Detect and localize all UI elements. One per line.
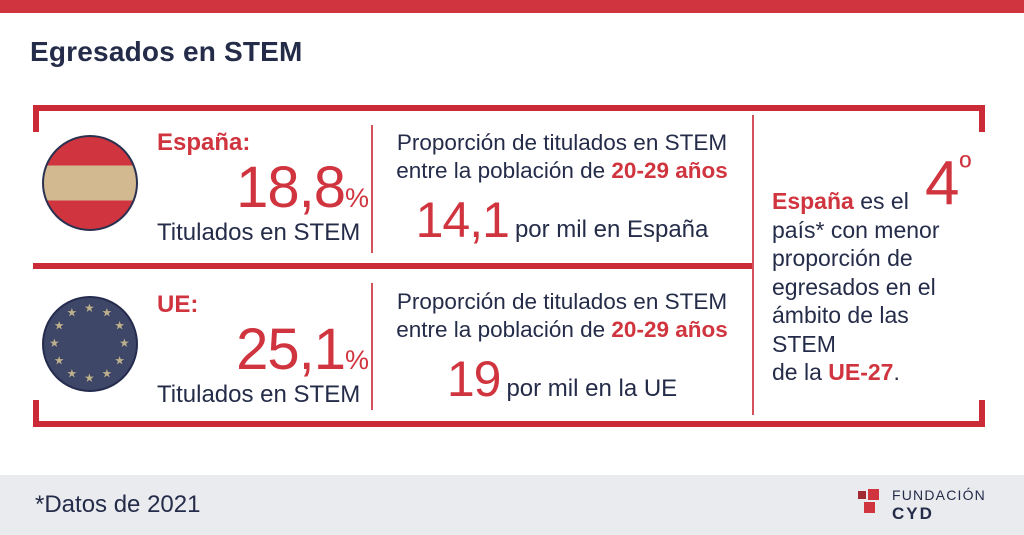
eu-label: UE: [157, 291, 199, 318]
column-divider [752, 115, 754, 415]
spain-pct-caption: Titulados en STEM [157, 219, 361, 246]
fundacion-cyd-logo: FUNDACIÓN CYD [857, 487, 986, 524]
logo-line1: FUNDACIÓN [891, 487, 986, 503]
desc-line2: entre la población de [396, 317, 612, 342]
panel-corner-top-right [979, 105, 985, 132]
eu-pct-value: 25,1% [157, 321, 369, 379]
eu-flag-icon: ★ ★ ★ ★ ★ ★ ★ ★ ★ ★ ★ ★ [42, 296, 138, 392]
panel-corner-top-left [33, 105, 39, 132]
spain-label: España: [157, 129, 251, 156]
highlight-country: España [772, 188, 854, 214]
stats-panel: España: 18,8% Titulados en STEM Proporci… [33, 105, 985, 427]
spain-pct-value: 18,8% [157, 159, 369, 217]
cyd-logo-mark [857, 489, 884, 515]
top-accent-bar [0, 0, 1024, 13]
spain-flag-icon [42, 135, 138, 231]
spain-description-block: Proporción de titulados en STEM entre la… [385, 129, 739, 249]
highlight-lines: país* con menor proporción de egresados … [772, 216, 940, 357]
desc-line1: Proporción de titulados en STEM [396, 130, 728, 155]
panel-border-top [33, 105, 985, 111]
logo-square-top [867, 489, 879, 500]
row-divider [33, 263, 752, 269]
desc-line2: entre la población de [396, 158, 612, 183]
page-title: Egresados en STEM [30, 36, 303, 67]
percent-sign: % [344, 345, 369, 375]
panel-corner-bottom-right [979, 400, 985, 427]
age-range-highlight: 20-29 años [611, 158, 728, 183]
highlight-eu-label: UE-27 [828, 359, 894, 385]
column-divider [371, 283, 373, 410]
spain-description: Proporción de titulados en STEM entre la… [385, 129, 739, 185]
eu-rate-caption: por mil en la UE [506, 375, 678, 402]
footer-band: *Datos de 2021 FUNDACIÓN CYD [0, 475, 1024, 535]
logo-line2: CYD [891, 504, 934, 523]
eu-description: Proporción de titulados en STEM entre la… [385, 288, 739, 344]
logo-square-bottom [863, 502, 875, 513]
rank-figure: 4 º [925, 149, 972, 218]
spain-rate: 14,1 por mil en España [385, 191, 739, 249]
panel-border-bottom [33, 421, 985, 427]
spain-stat-block: España: 18,8% Titulados en STEM [157, 129, 369, 247]
rank-ordinal: º [959, 149, 972, 185]
eu-rate-number: 19 [446, 351, 502, 407]
eu-stat-block: UE: 25,1% Titulados en STEM [157, 291, 369, 409]
eu-rate: 19 por mil en la UE [385, 350, 739, 408]
desc-line1: Proporción de titulados en STEM [396, 289, 728, 314]
spain-rate-number: 14,1 [415, 192, 510, 248]
logo-text: FUNDACIÓN CYD [892, 487, 986, 524]
highlight-last-prefix: de la [772, 359, 829, 385]
rank-number: 4 [925, 149, 960, 218]
logo-square-dark [857, 491, 866, 499]
highlight-connector: es el [853, 188, 909, 214]
spain-rate-caption: por mil en España [514, 216, 709, 243]
data-year-footnote: *Datos de 2021 [35, 491, 201, 518]
spain-pct-number: 18,8 [236, 155, 346, 220]
column-divider [371, 125, 373, 253]
age-range-highlight: 20-29 años [611, 317, 728, 342]
highlight-text: España es el país* con menor proporción … [772, 187, 977, 387]
panel-corner-bottom-left [33, 400, 39, 427]
highlight-period: . [893, 359, 900, 385]
eu-pct-number: 25,1 [236, 317, 346, 382]
percent-sign: % [344, 183, 369, 213]
eu-pct-caption: Titulados en STEM [157, 381, 361, 408]
eu-description-block: Proporción de titulados en STEM entre la… [385, 288, 739, 408]
